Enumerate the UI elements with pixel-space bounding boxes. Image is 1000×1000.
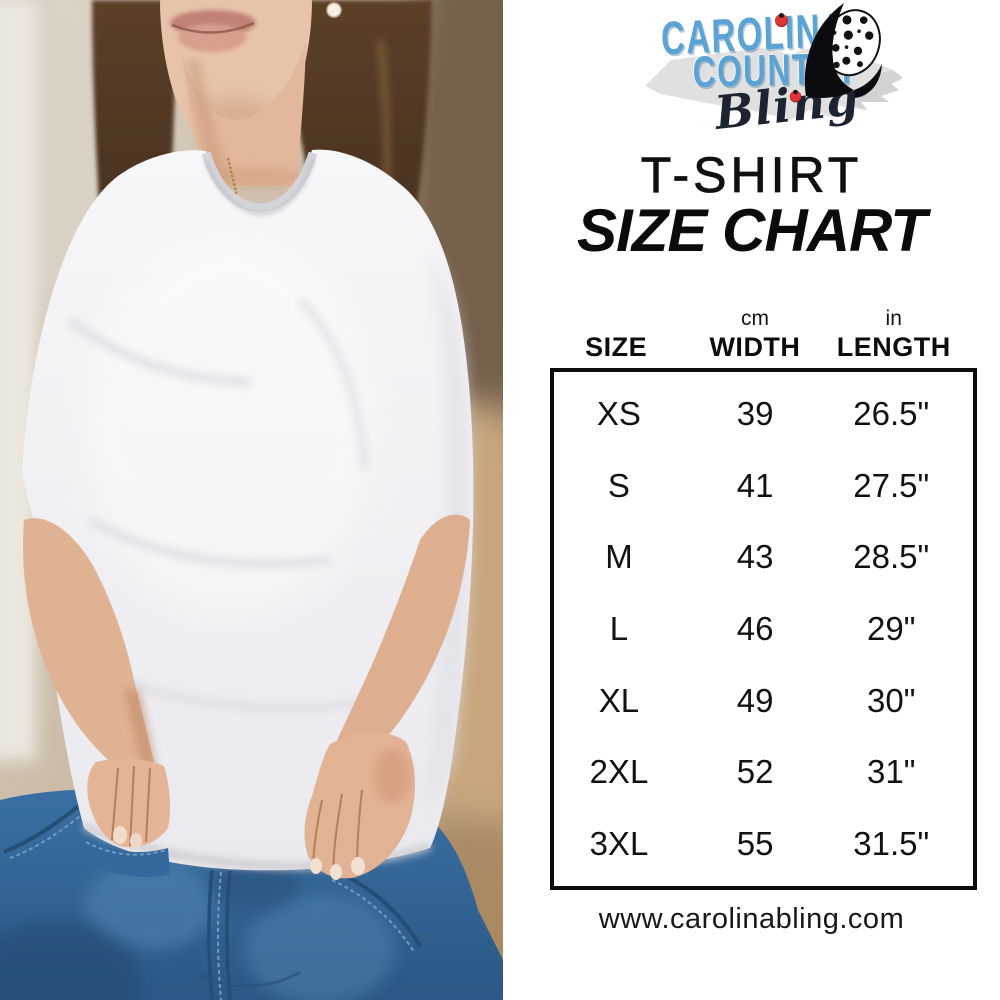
column-width: cm WIDTH	[709, 307, 801, 362]
crew-neck-collar	[201, 151, 318, 213]
column-length: in LENGTH	[836, 307, 951, 362]
ladybug-icon	[789, 89, 802, 103]
table-row: 2XL 52 31"	[589, 753, 916, 791]
table-row: XL 49 30"	[598, 681, 916, 719]
table-row: XS 39 26.5"	[596, 394, 930, 432]
page-title: T-SHIRT	[640, 147, 863, 204]
left-pocket-edge	[80, 838, 170, 878]
model-photo	[0, 0, 503, 1000]
table-header: SIZE cm WIDTH in LENGTH	[550, 306, 977, 364]
ladybug-icon	[775, 13, 788, 27]
table-row: L 46 29"	[609, 609, 916, 647]
website-url: www.carolinabling.com	[598, 903, 905, 935]
table-row: S 41 27.5"	[607, 466, 930, 504]
arms-hands	[23, 514, 470, 880]
leopard-cowboy-hat-icon	[804, 3, 882, 98]
column-size: SIZE	[585, 332, 648, 362]
brand-logo: CAROLINA COUNTRY Bling®	[503, 0, 1000, 150]
table-row: 3XL 55 31.5"	[589, 825, 930, 863]
table-row: M 43 28.5"	[605, 538, 930, 576]
size-chart-panel: CAROLINA COUNTRY Bling® T-SHIR	[503, 0, 1000, 1000]
page-subtitle: SIZE CHART	[577, 197, 927, 264]
pearl-earring	[326, 2, 342, 18]
face-and-neck	[160, 0, 342, 267]
size-table: XS 39 26.5" S 41 27.5" M 43 28.5" L 46 2…	[550, 368, 977, 890]
